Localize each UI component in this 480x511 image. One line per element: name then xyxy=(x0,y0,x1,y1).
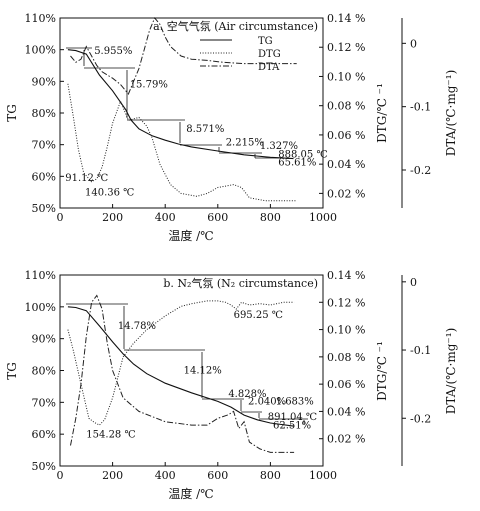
legend-tg-label: TG xyxy=(258,36,273,47)
x-tick-label: 600 xyxy=(207,211,228,224)
x-tick-label: 400 xyxy=(155,211,176,224)
annotation-label: 888.05 ℃ xyxy=(278,149,327,160)
y-axis-title-dtg-b: DTG/℃ ⁻¹ xyxy=(375,341,389,401)
annotation-label: 154.28 ℃ xyxy=(86,429,135,440)
series-dta-line xyxy=(70,294,295,453)
annotation-label: 5.955% xyxy=(94,46,132,57)
tg-tick-label: 80% xyxy=(32,107,56,120)
tg-tick-label: 100% xyxy=(25,301,56,314)
series-dtg-line xyxy=(67,300,295,426)
tg-tick-label: 90% xyxy=(32,75,56,88)
annotation-label: 140.36 ℃ xyxy=(85,187,134,198)
legend-dtg-label: DTG xyxy=(258,49,281,60)
dta-tick-label: -0.1 xyxy=(410,344,431,357)
tg-tick-label: 60% xyxy=(32,428,56,441)
annotations-a: 5.955% 15.79% 8.571%2.215%1.327%888.05 ℃65… xyxy=(65,46,327,198)
dtg-tick-label: 0.08 % xyxy=(327,100,365,113)
dtg-tick-label: 0.04 % xyxy=(327,158,365,171)
panel-title-b: b. N₂气氛 (N₂ circumstance) xyxy=(163,276,318,290)
dtg-tick-label: 0.08 % xyxy=(327,351,365,364)
tg-tick-label: 90% xyxy=(32,333,56,346)
x-tick-label: 200 xyxy=(102,211,123,224)
axis-ticks-a: 0 200 400 600 800 1000 50% 60% 70% 80% 90% 100% 110%… xyxy=(25,12,432,224)
dtg-tick-label: 0.10 % xyxy=(327,70,365,83)
tg-tick-label: 50% xyxy=(32,460,56,473)
legend-dta-label: DTA xyxy=(258,62,280,73)
axis-ticks-b: 0 200 400 600 800 1000 50% 60% 70% 80% 90% 100% 110%… xyxy=(25,269,432,482)
tg-tick-label: 60% xyxy=(32,170,56,183)
annotation-label: 2.215% xyxy=(226,137,264,148)
x-tick-label: 0 xyxy=(57,469,64,482)
x-tick-label: 1000 xyxy=(309,211,337,224)
panel-title-a: a. 空气气氛 (Air circumstance) xyxy=(153,19,318,33)
dta-tick-label: 0 xyxy=(410,37,417,50)
annotation-label: 4.828% xyxy=(228,389,266,400)
dta-tick-label: -0.2 xyxy=(410,164,431,177)
y-axis-title-dtg-a: DTG/℃ ⁻¹ xyxy=(375,83,389,143)
dtg-tick-label: 0.10 % xyxy=(327,324,365,337)
annotation-label: 2.040% xyxy=(248,397,286,408)
annotation-label: 695.25 ℃ xyxy=(234,310,283,321)
y-axis-title-tg-b: TG xyxy=(5,362,19,380)
dtg-tick-label: 0.12 % xyxy=(327,41,365,54)
series-dta-line xyxy=(70,17,297,95)
dta-tick-label: -0.2 xyxy=(410,412,431,425)
annotation-label: 62.51% xyxy=(273,420,311,431)
x-axis-title-a: 温度 /℃ xyxy=(168,228,213,243)
annotation-label: 14.12% xyxy=(184,366,222,377)
dta-tick-label: 0 xyxy=(410,276,417,289)
x-tick-label: 200 xyxy=(102,469,123,482)
dtg-tick-label: 0.06 % xyxy=(327,378,365,391)
tg-tick-label: 100% xyxy=(25,44,56,57)
series-tg-line xyxy=(67,306,295,427)
tg-tick-label: 110% xyxy=(25,269,56,282)
tg-tick-label: 110% xyxy=(25,12,56,25)
panel-n2: b. N₂气氛 (N₂ circumstance) TG DTG/℃ ⁻¹ DT… xyxy=(5,269,458,501)
dtg-tick-label: 0.14 % xyxy=(327,269,365,282)
series-dtg-line xyxy=(67,83,297,202)
step-guides-b xyxy=(66,303,308,424)
tg-tick-label: 80% xyxy=(32,365,56,378)
annotation-label: 14.78% xyxy=(118,321,156,332)
dta-tick-label: -0.1 xyxy=(410,101,431,114)
tg-tick-label: 70% xyxy=(32,139,56,152)
y-axis-title-dta-a: DTA/(℃·mg⁻¹) xyxy=(444,70,458,156)
x-tick-label: 800 xyxy=(260,469,281,482)
x-tick-label: 800 xyxy=(260,211,281,224)
tg-tick-label: 50% xyxy=(32,202,56,215)
annotation-label: 1.683% xyxy=(276,397,314,408)
dtg-tick-label: 0.12 % xyxy=(327,296,365,309)
dtg-tick-label: 0.04 % xyxy=(327,405,365,418)
annotation-label: 891.04 ℃ xyxy=(268,412,317,423)
annotation-label: 91.12 ℃ xyxy=(65,173,108,184)
x-tick-label: 400 xyxy=(155,469,176,482)
x-tick-label: 600 xyxy=(207,469,228,482)
dtg-tick-label: 0.14 % xyxy=(327,12,365,25)
annotation-label: 15.79% xyxy=(130,80,168,91)
tg-tick-label: 70% xyxy=(32,396,56,409)
dtg-tick-label: 0.02 % xyxy=(327,433,365,446)
dtg-tick-label: 0.02 % xyxy=(327,187,365,200)
y-axis-title-dta-b: DTA/(℃·mg⁻¹) xyxy=(444,328,458,414)
legend-a: TG DTG DTA xyxy=(200,36,281,73)
annotation-label: 8.571% xyxy=(186,124,224,135)
dtg-tick-label: 0.06 % xyxy=(327,129,365,142)
x-axis-title-b: 温度 /℃ xyxy=(168,486,213,501)
annotation-label: 1.327% xyxy=(260,141,298,152)
curves-b xyxy=(67,294,295,453)
annotation-label: 65.61% xyxy=(278,157,316,168)
y-axis-title-tg-a: TG xyxy=(5,104,19,122)
annotations-b: 695.25 ℃ 14.78% 14.12% 4.828%2.040%1.683% 89… xyxy=(86,310,317,440)
panel-air: a. 空气气氛 (Air circumstance) TG DTG/℃ ⁻¹ D… xyxy=(5,12,458,243)
x-tick-label: 1000 xyxy=(309,469,337,482)
step-guides-a xyxy=(66,47,285,159)
x-tick-label: 0 xyxy=(57,211,64,224)
